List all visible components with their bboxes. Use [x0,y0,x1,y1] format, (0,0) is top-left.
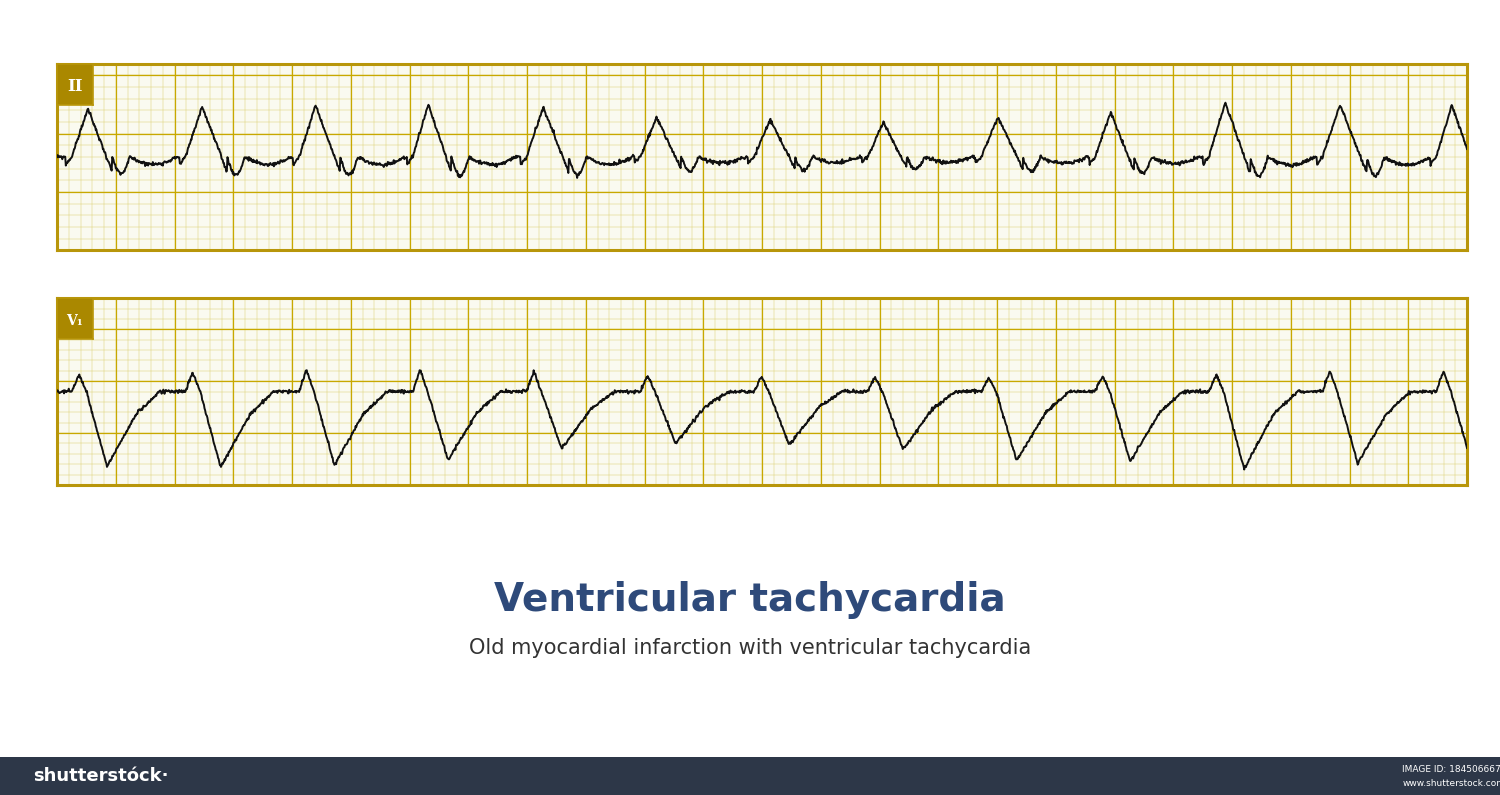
Text: V₁: V₁ [66,314,84,328]
Text: www.shutterstock.com: www.shutterstock.com [1402,779,1500,788]
Text: shutterstóck·: shutterstóck· [33,767,168,785]
Text: IMAGE ID: 1845066676: IMAGE ID: 1845066676 [1402,765,1500,774]
Text: II: II [68,78,82,95]
Text: Ventricular tachycardia: Ventricular tachycardia [494,581,1006,619]
Text: Old myocardial infarction with ventricular tachycardia: Old myocardial infarction with ventricul… [470,638,1030,658]
